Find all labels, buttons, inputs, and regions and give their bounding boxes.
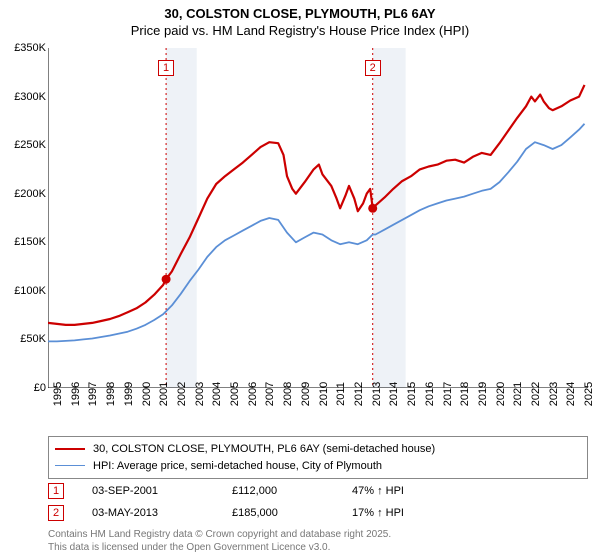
chart-svg [48,48,588,388]
x-tick-label: 2003 [194,382,206,406]
x-tick-label: 2016 [424,382,436,406]
legend-row: 30, COLSTON CLOSE, PLYMOUTH, PL6 6AY (se… [55,441,581,458]
x-tick-label: 1995 [52,382,64,406]
sales-table: 1 03-SEP-2001 £112,000 47% ↑ HPI 2 03-MA… [48,480,588,524]
y-tick-label: £300K [0,91,46,103]
sales-row: 1 03-SEP-2001 £112,000 47% ↑ HPI [48,480,588,502]
attribution: Contains HM Land Registry data © Crown c… [48,528,391,554]
x-tick-label: 2022 [530,382,542,406]
legend-row: HPI: Average price, semi-detached house,… [55,458,581,475]
sale-marker-number: 1 [53,485,59,497]
legend-swatch [55,465,85,466]
x-tick-label: 2013 [371,382,383,406]
sale-price: £112,000 [232,485,352,497]
x-tick-label: 2023 [548,382,560,406]
x-tick-label: 1997 [87,382,99,406]
sale-date: 03-SEP-2001 [92,485,232,497]
attribution-line: Contains HM Land Registry data © Crown c… [48,528,391,541]
x-tick-label: 2005 [229,382,241,406]
sale-marker-box: 2 [48,505,64,521]
y-tick-label: £200K [0,188,46,200]
x-tick-label: 2017 [442,382,454,406]
sale-marker-box: 1 [48,483,64,499]
x-tick-label: 2025 [583,382,595,406]
x-tick-label: 2004 [211,382,223,406]
chart-container: 30, COLSTON CLOSE, PLYMOUTH, PL6 6AY Pri… [0,0,600,560]
x-tick-label: 2010 [318,382,330,406]
legend-label: HPI: Average price, semi-detached house,… [93,458,382,475]
x-tick-label: 2009 [300,382,312,406]
y-tick-label: £0 [0,382,46,394]
sale-marker-number: 2 [53,507,59,519]
chart-sale-marker: 1 [158,60,174,76]
legend-swatch [55,448,85,450]
sale-date: 03-MAY-2013 [92,507,232,519]
x-tick-label: 2002 [176,382,188,406]
legend: 30, COLSTON CLOSE, PLYMOUTH, PL6 6AY (se… [48,436,588,479]
y-tick-label: £50K [0,333,46,345]
x-tick-label: 1998 [105,382,117,406]
sales-row: 2 03-MAY-2013 £185,000 17% ↑ HPI [48,502,588,524]
y-tick-label: £250K [0,139,46,151]
attribution-line: This data is licensed under the Open Gov… [48,541,391,554]
x-tick-label: 2024 [565,382,577,406]
x-tick-label: 2008 [282,382,294,406]
x-tick-label: 2011 [335,382,347,406]
x-tick-label: 2007 [264,382,276,406]
x-tick-label: 2020 [495,382,507,406]
y-tick-label: £150K [0,236,46,248]
x-tick-label: 2021 [512,382,524,406]
x-tick-label: 2012 [353,382,365,406]
x-tick-label: 2001 [158,382,170,406]
x-tick-label: 2019 [477,382,489,406]
sale-hpi-delta: 47% ↑ HPI [352,485,472,497]
legend-label: 30, COLSTON CLOSE, PLYMOUTH, PL6 6AY (se… [93,441,435,458]
y-tick-label: £350K [0,42,46,54]
chart-plot-area [48,48,588,388]
x-tick-label: 2015 [406,382,418,406]
x-tick-label: 2006 [247,382,259,406]
title-subtitle: Price paid vs. HM Land Registry's House … [0,23,600,40]
x-tick-label: 1996 [70,382,82,406]
sale-price: £185,000 [232,507,352,519]
title-block: 30, COLSTON CLOSE, PLYMOUTH, PL6 6AY Pri… [0,0,600,40]
y-tick-label: £100K [0,285,46,297]
title-address: 30, COLSTON CLOSE, PLYMOUTH, PL6 6AY [0,6,600,23]
x-tick-label: 2000 [141,382,153,406]
chart-sale-marker: 2 [365,60,381,76]
sale-hpi-delta: 17% ↑ HPI [352,507,472,519]
x-tick-label: 2014 [388,382,400,406]
x-tick-label: 2018 [459,382,471,406]
x-tick-label: 1999 [123,382,135,406]
